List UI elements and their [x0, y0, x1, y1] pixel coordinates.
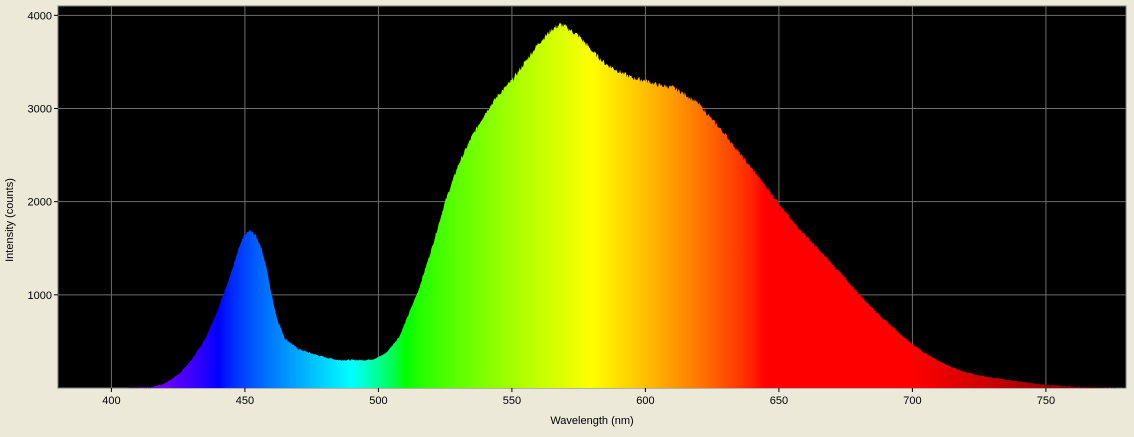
x-tick-label: 500	[369, 395, 387, 407]
y-axis: 1000 2000 3000 4000	[28, 10, 58, 302]
x-tick-label: 550	[503, 395, 521, 407]
x-tick-label: 600	[636, 395, 654, 407]
x-tick-label: 750	[1037, 395, 1055, 407]
x-tick-label: 400	[102, 395, 120, 407]
y-axis-label: Intensity (counts)	[4, 178, 16, 262]
spectrum-area	[58, 23, 1126, 388]
x-tick-label: 450	[236, 395, 254, 407]
y-tick-label: 1000	[28, 290, 52, 302]
y-tick-label: 3000	[28, 103, 52, 115]
x-axis: 400 450 500 550 600 650 700 750	[102, 388, 1055, 407]
y-tick-label: 2000	[28, 197, 52, 209]
y-tick-label: 4000	[28, 10, 52, 22]
x-tick-label: 650	[770, 395, 788, 407]
x-tick-label: 700	[903, 395, 921, 407]
x-axis-label: Wavelength (nm)	[550, 415, 633, 427]
